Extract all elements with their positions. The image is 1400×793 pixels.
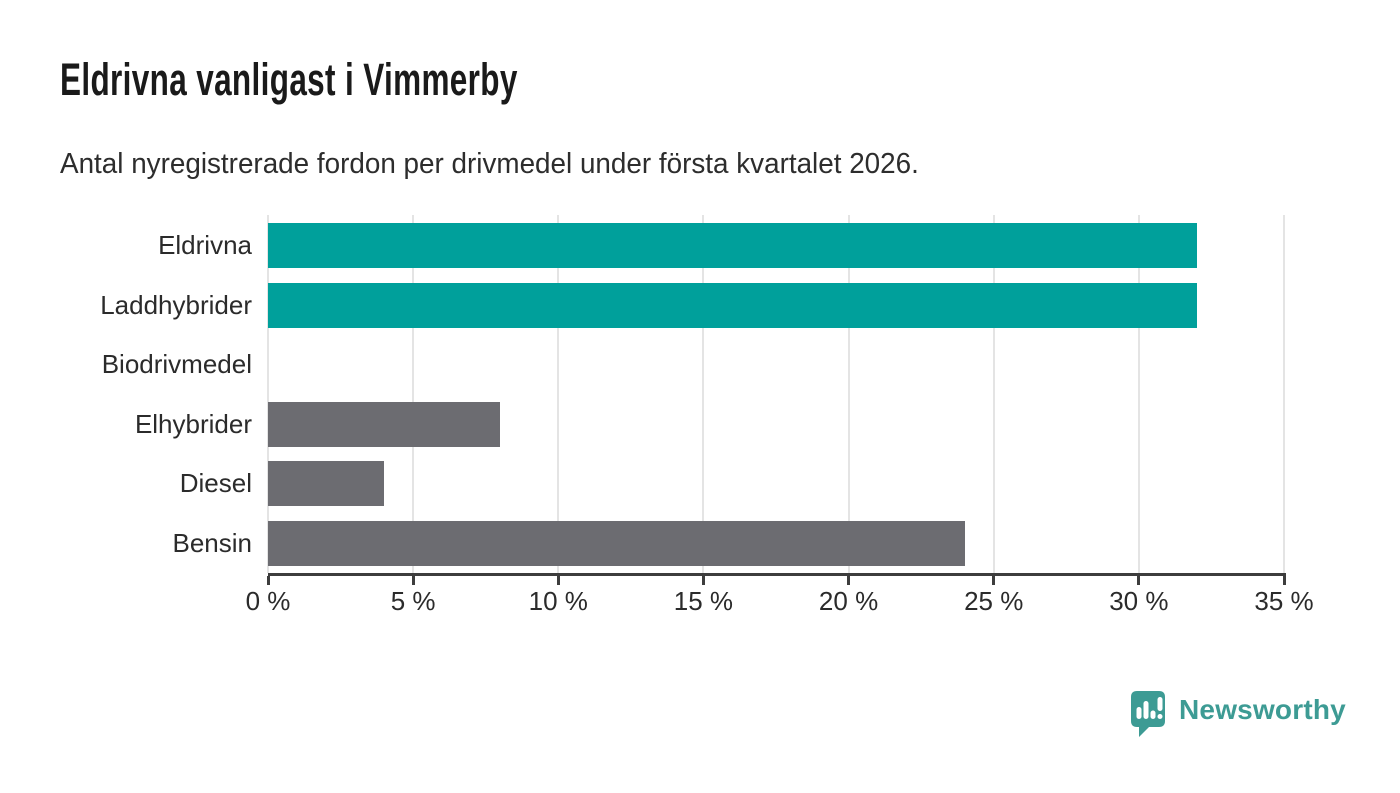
- gridline-20pct: [847, 215, 850, 573]
- bar-bensin: [268, 520, 965, 566]
- category-label: Laddhybrider: [100, 289, 252, 320]
- gridline-15pct: [702, 215, 705, 573]
- bar-elhybrider: [268, 401, 501, 447]
- newsworthy-wordmark: Newsworthy: [1179, 694, 1346, 725]
- x-tick-label: 5 %: [390, 586, 436, 616]
- category-label: Eldrivna: [158, 230, 252, 261]
- x-tick-label: 20 %: [818, 586, 879, 616]
- x-tick: [847, 576, 851, 585]
- gridline-10pct: [557, 215, 560, 573]
- bar-eldrivna: [268, 223, 1197, 269]
- chart-subtitle: Antal nyregistrerade fordon per drivmede…: [60, 148, 919, 180]
- gridline-30pct: [1137, 215, 1140, 573]
- x-tick: [1282, 576, 1286, 585]
- newsworthy-logo: Newsworthy: [1128, 690, 1346, 738]
- category-label: Elhybrider: [134, 408, 252, 439]
- category-label: Biodrivmedel: [101, 349, 252, 380]
- gridline-0pct: [267, 215, 269, 573]
- category-label: Diesel: [179, 468, 252, 499]
- x-tick: [556, 576, 560, 585]
- x-tick: [1137, 576, 1141, 585]
- x-tick: [266, 576, 270, 585]
- chart-title: Eldrivna vanligast i Vimmerby: [60, 54, 518, 105]
- x-tick-label: 15 %: [673, 586, 734, 616]
- gridline-25pct: [992, 215, 995, 573]
- gridline-5pct: [412, 215, 415, 573]
- bar-laddhybrider: [268, 282, 1197, 328]
- x-tick-label: 25 %: [964, 586, 1024, 616]
- x-tick-label: 35 %: [1254, 586, 1314, 616]
- x-tick-label: 30 %: [1109, 586, 1169, 616]
- x-axis-line: [268, 573, 1286, 576]
- bar-diesel: [268, 461, 385, 507]
- x-tick-label: 10 %: [528, 586, 588, 616]
- x-tick-label: 0 %: [245, 586, 291, 616]
- gridline-35pct: [1283, 215, 1285, 573]
- x-tick: [411, 576, 415, 585]
- x-tick: [992, 576, 996, 585]
- x-tick: [701, 576, 705, 585]
- category-label: Bensin: [172, 527, 253, 558]
- newsworthy-bubble-chart-icon: [1131, 691, 1165, 737]
